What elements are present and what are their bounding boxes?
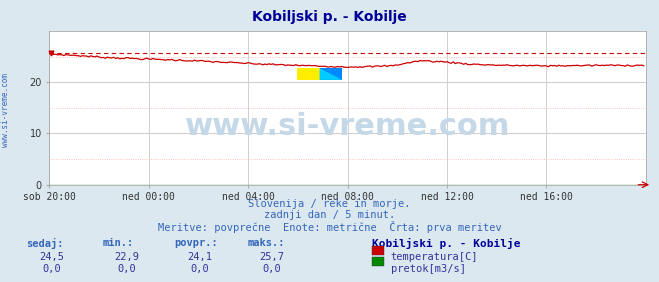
Text: 24,5: 24,5 <box>39 252 64 262</box>
Text: povpr.:: povpr.: <box>175 238 218 248</box>
Text: 24,1: 24,1 <box>187 252 212 262</box>
Text: 0,0: 0,0 <box>263 264 281 274</box>
Text: Kobiljski p. - Kobilje: Kobiljski p. - Kobilje <box>252 10 407 24</box>
Text: Meritve: povprečne  Enote: metrične  Črta: prva meritev: Meritve: povprečne Enote: metrične Črta:… <box>158 221 501 233</box>
Text: 0,0: 0,0 <box>42 264 61 274</box>
Text: temperatura[C]: temperatura[C] <box>391 252 478 262</box>
Text: sedaj:: sedaj: <box>26 238 64 249</box>
Text: www.si-vreme.com: www.si-vreme.com <box>1 73 10 147</box>
Text: maks.:: maks.: <box>247 238 285 248</box>
Text: Slovenija / reke in morje.: Slovenija / reke in morje. <box>248 199 411 209</box>
Text: zadnji dan / 5 minut.: zadnji dan / 5 minut. <box>264 210 395 220</box>
Text: 0,0: 0,0 <box>118 264 136 274</box>
Text: min.:: min.: <box>102 238 133 248</box>
FancyBboxPatch shape <box>297 68 320 80</box>
Text: pretok[m3/s]: pretok[m3/s] <box>391 264 466 274</box>
Text: 0,0: 0,0 <box>190 264 209 274</box>
Text: 22,9: 22,9 <box>115 252 140 262</box>
Text: www.si-vreme.com: www.si-vreme.com <box>185 112 510 141</box>
Text: Kobiljski p. - Kobilje: Kobiljski p. - Kobilje <box>372 238 521 249</box>
Text: 25,7: 25,7 <box>260 252 285 262</box>
FancyBboxPatch shape <box>320 68 342 80</box>
Polygon shape <box>320 68 342 80</box>
